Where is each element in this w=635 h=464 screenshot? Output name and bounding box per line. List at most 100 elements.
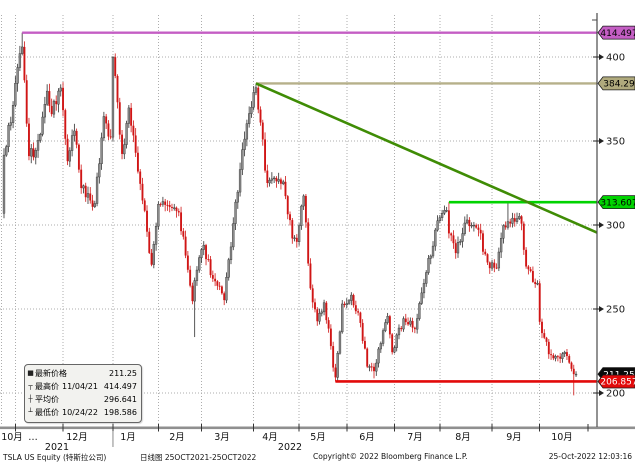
candle-body xyxy=(377,348,380,364)
candle-body xyxy=(261,122,264,140)
candle-body xyxy=(77,144,80,170)
legend-label: 最高价 xyxy=(35,382,59,391)
candle-body xyxy=(289,214,291,221)
candle-body xyxy=(420,292,423,304)
candle-body xyxy=(234,201,237,224)
y-tick-label: 200 xyxy=(606,389,625,400)
candle-body xyxy=(48,91,51,106)
candle-body xyxy=(479,229,482,234)
candle-body xyxy=(522,223,525,250)
candle-body xyxy=(559,356,562,359)
candle-body xyxy=(461,233,464,242)
candle-body xyxy=(556,356,559,358)
legend-label: 最低价 xyxy=(35,408,59,417)
month-tick-label: 3月 xyxy=(214,432,230,443)
candle-body xyxy=(243,138,246,150)
candle-body xyxy=(395,334,398,348)
candle-body xyxy=(11,105,15,123)
candle-body xyxy=(314,302,316,310)
candle-body xyxy=(16,67,19,84)
candle-body xyxy=(375,362,378,372)
candle-body xyxy=(146,210,148,232)
y-tick-label: 400 xyxy=(606,53,625,64)
candle-body xyxy=(216,281,219,286)
candle-body xyxy=(154,226,158,245)
candle-body xyxy=(252,92,255,108)
price-tag-414.497: 414.497 xyxy=(597,25,635,40)
candle-body xyxy=(345,303,348,306)
candle-body xyxy=(509,221,512,224)
candle-body xyxy=(456,242,460,254)
candle-body xyxy=(159,204,162,206)
candle-body xyxy=(130,107,133,126)
candle-body xyxy=(259,109,262,123)
grid-layer xyxy=(0,15,597,426)
candle-body xyxy=(438,217,441,222)
candle-body xyxy=(363,340,366,349)
candle-body xyxy=(214,278,217,282)
month-tick-label: 5月 xyxy=(310,432,326,443)
month-tick-label: 7月 xyxy=(407,432,423,443)
candle-body xyxy=(468,219,471,227)
candle-body xyxy=(171,207,173,208)
month-tick-label: 4月 xyxy=(262,432,278,443)
candle-body xyxy=(490,262,494,269)
candle-body xyxy=(482,233,484,252)
candle-body xyxy=(450,233,453,236)
candle-body xyxy=(366,348,369,367)
candle-body xyxy=(422,283,426,294)
legend-date: 10/24/22 xyxy=(62,408,98,417)
candle-body xyxy=(164,201,167,205)
candle-body xyxy=(91,200,94,207)
price-tag-label: 384.29 xyxy=(603,80,635,90)
candle-body xyxy=(89,193,92,201)
candle-body xyxy=(547,341,550,355)
timestamp: 25-Oct-2022 12:03:16 xyxy=(548,452,632,461)
candle-body xyxy=(515,218,519,222)
candle-body xyxy=(200,249,203,258)
candle-body xyxy=(207,259,210,261)
candle-body xyxy=(73,130,76,136)
candle-body xyxy=(536,283,539,285)
candle-body xyxy=(415,318,419,330)
candle-body xyxy=(570,362,573,369)
y-tick-label: 350 xyxy=(606,137,625,148)
candle-body xyxy=(139,171,142,184)
candle-body xyxy=(32,148,35,158)
candle-body xyxy=(352,295,355,306)
candle-body xyxy=(391,334,394,353)
candle-body xyxy=(447,210,450,234)
candle-body xyxy=(161,201,165,205)
candle-body xyxy=(118,102,121,135)
candle-body xyxy=(452,235,455,244)
candle-body xyxy=(561,353,564,359)
candle-body xyxy=(572,368,575,375)
candle-body xyxy=(465,219,469,224)
candle-body xyxy=(436,220,439,231)
candle-body xyxy=(309,263,312,289)
candle-body xyxy=(123,144,126,155)
candle-body xyxy=(168,205,171,208)
legend-label: 平均价 xyxy=(35,395,59,404)
year-tick-label: 2022 xyxy=(278,442,302,453)
candle-body xyxy=(445,210,448,212)
candle-body xyxy=(472,224,476,227)
candle-body xyxy=(59,87,62,92)
candle-body xyxy=(334,367,337,378)
candle-body xyxy=(198,257,201,271)
candle-body xyxy=(343,303,346,305)
x-axis-labels: 10月 … 12月 1月 2月 3月 4月 5月 6月 7月 8月 9月 10月 2021 2022 xyxy=(1,432,573,453)
legend-row-last-price: ■ 最新价格 211.25 xyxy=(26,367,137,380)
candle-body xyxy=(18,53,22,68)
security-name: TSLA US Equity (特斯拉公司) xyxy=(3,453,107,462)
downtrend-line xyxy=(255,82,598,234)
candle-body xyxy=(368,366,371,368)
candle-body xyxy=(513,218,516,222)
legend-value: 414.497 xyxy=(103,382,137,391)
candle-body xyxy=(211,275,214,279)
candle-body xyxy=(316,309,319,322)
candle-body xyxy=(66,138,69,162)
candle-body xyxy=(291,220,294,239)
candle-body xyxy=(322,302,326,313)
